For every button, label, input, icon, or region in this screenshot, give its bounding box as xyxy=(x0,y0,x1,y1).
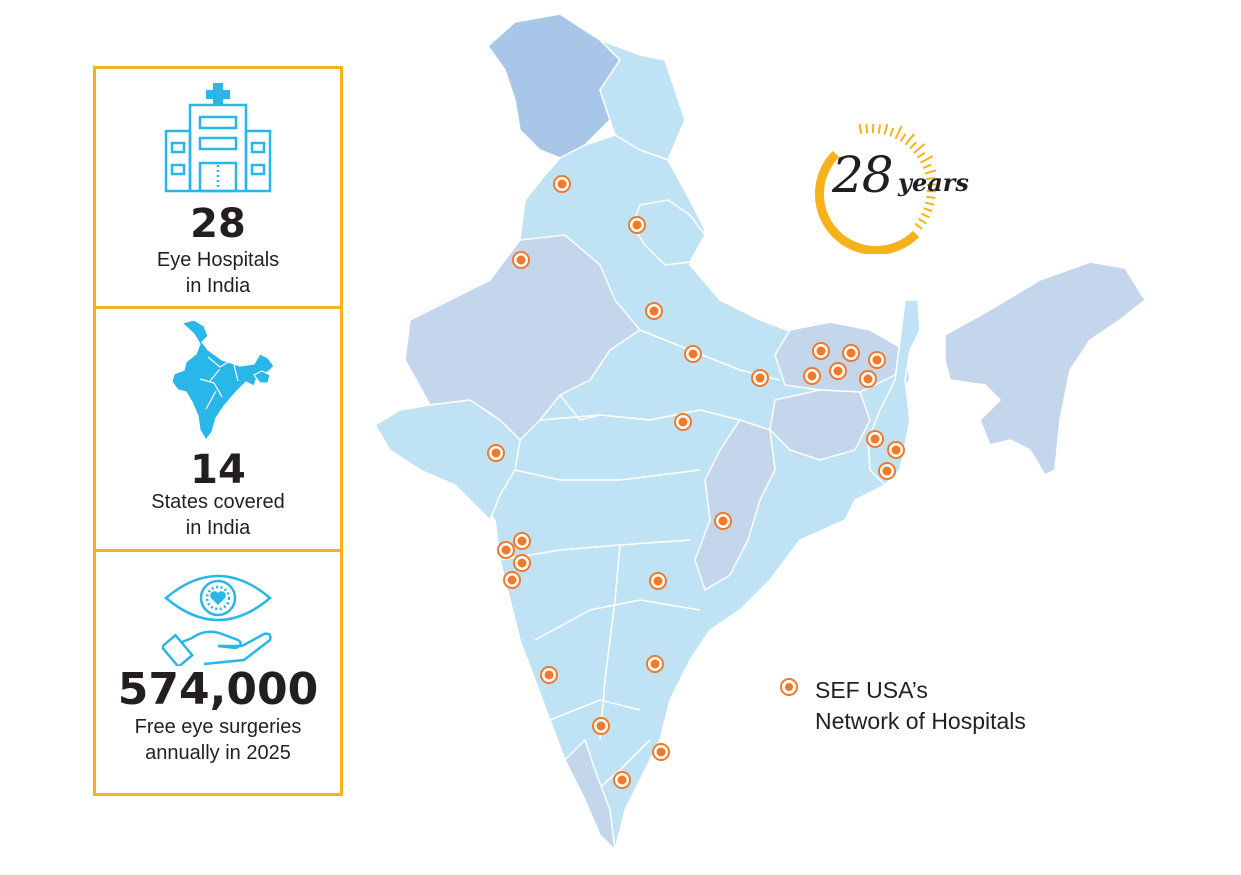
years-number: 28 xyxy=(832,146,894,204)
sunburst-ray xyxy=(925,176,936,181)
hospital-marker-dot xyxy=(632,220,642,230)
sunburst-ray xyxy=(865,124,869,134)
stat-hospitals: 28 Eye Hospitals in India xyxy=(93,66,343,309)
hospital-marker-dot xyxy=(649,306,659,316)
sunburst-ray xyxy=(894,125,903,140)
surgeries-caption-1: Free eye surgeries xyxy=(134,716,302,738)
sunburst-ray xyxy=(883,120,889,135)
legend-line-1: SEF USA’s xyxy=(815,677,928,703)
hospital-marker-dot xyxy=(596,721,606,731)
hospital-marker-dot xyxy=(678,417,688,427)
surgeries-caption-2: annually in 2025 xyxy=(145,742,291,764)
sunburst-ray xyxy=(922,163,932,169)
sunburst-ray xyxy=(909,141,917,150)
hospital-marker-dot xyxy=(544,670,554,680)
stat-states: 14 States covered in India xyxy=(93,309,343,552)
hospital-marker-dot xyxy=(491,448,501,458)
hospital-marker-dot xyxy=(517,558,527,568)
hospital-marker-dot xyxy=(656,747,666,757)
eye-in-hand-icon xyxy=(162,574,272,666)
sunburst-ray xyxy=(877,124,882,134)
states-caption-1: States covered xyxy=(151,491,285,513)
sunburst-ray xyxy=(889,127,895,137)
hospitals-count: 28 xyxy=(190,201,246,247)
hospital-marker-dot xyxy=(807,371,817,381)
sunburst-ray xyxy=(926,195,936,200)
region-jharkhand xyxy=(769,389,871,461)
sunburst-ray xyxy=(913,143,926,154)
surgeries-count: 574,000 xyxy=(117,664,319,715)
region-northeast xyxy=(944,261,1146,476)
years-badge: 28 years xyxy=(806,119,969,259)
sunburst-ray xyxy=(923,207,933,213)
hospital-marker-dot xyxy=(517,536,527,546)
hospital-markers xyxy=(487,175,905,789)
hospitals-caption-2: in India xyxy=(185,275,251,297)
hospital-marker-dot xyxy=(557,179,567,189)
hospitals-caption-1: Eye Hospitals xyxy=(156,249,280,271)
region-rajasthan xyxy=(404,234,642,442)
hospital-marker-dot xyxy=(816,346,826,356)
sunburst-ray xyxy=(919,155,934,164)
sunburst-ray xyxy=(904,133,915,146)
state-boundaries xyxy=(499,329,781,801)
hospital-marker-dot xyxy=(863,374,873,384)
hospital-icon xyxy=(164,83,272,193)
hospital-marker-dot xyxy=(617,775,627,785)
hospital-marker-dot xyxy=(718,516,728,526)
stats-panel: 28 Eye Hospitals in India 14 States cove… xyxy=(93,66,343,796)
hospital-marker-dot xyxy=(650,659,660,669)
stat-surgeries: 574,000 Free eye surgeries annually in 2… xyxy=(93,552,343,796)
years-word: years xyxy=(898,168,969,197)
hospital-marker-dot xyxy=(688,349,698,359)
legend-line-2: Network of Hospitals xyxy=(815,708,1026,734)
india-map-icon xyxy=(171,319,275,441)
hospital-marker-dot xyxy=(501,545,511,555)
states-caption-2: in India xyxy=(185,517,251,539)
region-kerala xyxy=(564,738,617,853)
legend-marker-icon xyxy=(780,678,798,696)
hospital-marker-dot xyxy=(755,373,765,383)
hospital-marker-dot xyxy=(882,466,892,476)
sunburst-ray xyxy=(920,212,930,219)
states-count: 14 xyxy=(190,447,246,493)
sunburst-ray xyxy=(857,119,863,135)
region-jammu-kashmir xyxy=(486,13,621,159)
hospital-marker-dot xyxy=(653,576,663,586)
india-map xyxy=(373,13,1146,853)
hospital-marker-dot xyxy=(846,348,856,358)
hospital-marker-dot xyxy=(507,575,517,585)
hospital-marker-dot xyxy=(833,366,843,376)
sunburst-ray xyxy=(899,133,907,143)
hospital-marker-dot xyxy=(516,255,526,265)
sunburst-ray xyxy=(914,222,923,230)
sunburst-ray xyxy=(917,217,927,225)
hospital-marker-dot xyxy=(872,355,882,365)
region-chhattisgarh xyxy=(694,419,776,592)
sunburst-ray xyxy=(916,151,926,159)
region-gujarat xyxy=(373,399,521,522)
sunburst-ray xyxy=(925,201,935,206)
hospital-marker-dot xyxy=(891,445,901,455)
hospital-marker-dot xyxy=(870,434,880,444)
